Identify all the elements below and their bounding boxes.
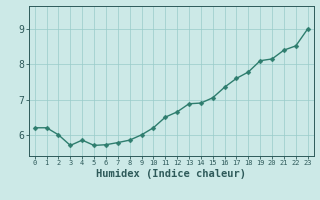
X-axis label: Humidex (Indice chaleur): Humidex (Indice chaleur) — [96, 169, 246, 179]
